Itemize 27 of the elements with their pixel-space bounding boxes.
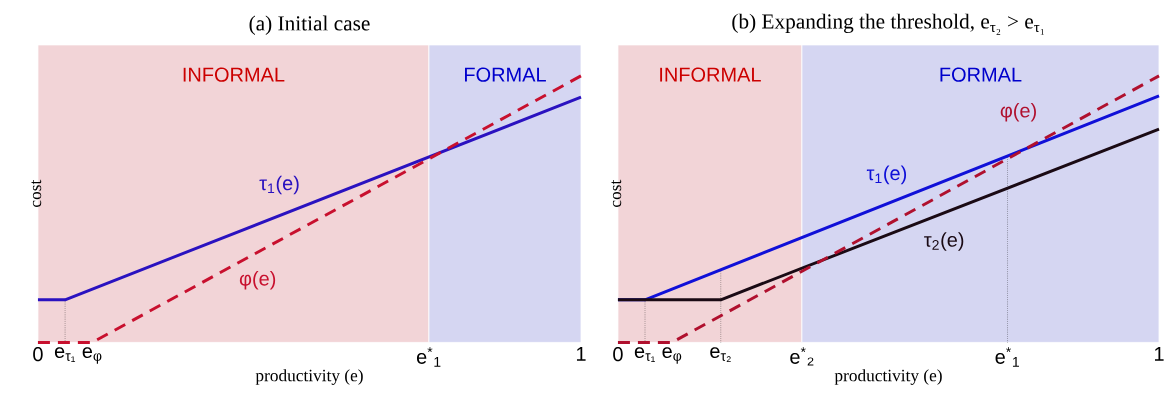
y-axis-title: cost — [611, 179, 622, 207]
series-label: τ$_{2}$(e) — [924, 232, 964, 251]
x-tick-label: e$^{*}$1 — [995, 346, 1019, 367]
y-axis-title: cost — [31, 179, 42, 207]
x-tick-label: 0 — [613, 346, 623, 362]
series-label: τ$_{1}$(e) — [866, 165, 907, 185]
x-tick-label: 0 — [33, 346, 43, 362]
band-label: INFORMAL — [183, 67, 285, 82]
x-tick-label: e$_{φ}$ — [82, 346, 102, 364]
x-tick-label: e$_{τ₁}$ — [634, 346, 655, 362]
x-tick-label: 1 — [1154, 346, 1164, 361]
x-tick-label: e$^{*}$1 — [416, 346, 441, 367]
series-label: φ(e) — [1000, 102, 1036, 122]
chart-title: (a) Initial case — [249, 15, 370, 35]
band-label: FORMAL — [465, 67, 546, 82]
x-tick-label: e$_{τ₁}$ — [54, 346, 76, 362]
x-tick-label: e$^{*}$₂ — [790, 346, 814, 366]
x-tick-label: 1 — [576, 346, 586, 361]
x-axis-title: productivity (e) — [255, 369, 363, 385]
band-label: INFORMAL — [660, 67, 761, 82]
band-label: FORMAL — [940, 67, 1022, 82]
x-axis-title: productivity (e) — [834, 369, 942, 385]
series-label: τ$_{1}$(e) — [259, 175, 299, 195]
x-tick-label: e$_{φ}$ — [662, 346, 682, 364]
chart-title: (b) Expanding the threshold, e$_{τ₂}$ > e$_{τ₁}$ — [732, 13, 1044, 35]
x-tick-label: e$_{τ₂}$ — [710, 346, 731, 362]
series-label: φ(e) — [239, 270, 276, 290]
